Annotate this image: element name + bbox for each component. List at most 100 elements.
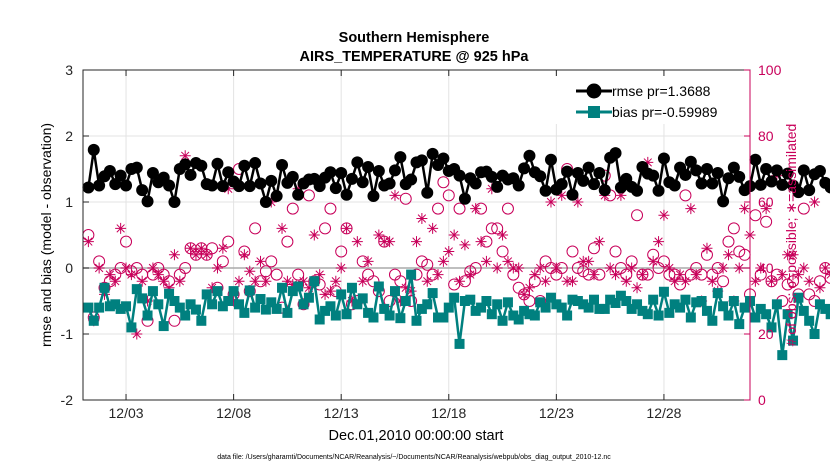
obs-assimilated-point (206, 282, 218, 294)
rmse-point (362, 161, 375, 174)
bias-point (637, 305, 648, 316)
obs-assimilated-point (260, 275, 272, 287)
obs-possible-point (717, 275, 730, 288)
obs-assimilated-point (502, 255, 514, 267)
rmse-point (749, 153, 762, 166)
obs-assimilated-point (448, 229, 460, 241)
rmse-point (657, 152, 670, 165)
chart-subtitle: AIRS_TEMPERATURE @ 925 hPa (299, 49, 529, 65)
rmse-point (238, 159, 251, 172)
series-layer (82, 143, 830, 361)
rmse-point (335, 166, 348, 179)
obs-assimilated-point (787, 249, 799, 261)
y-tick-label: 1 (65, 194, 73, 210)
rmse-point (588, 178, 601, 191)
bias-point (406, 269, 417, 280)
obs-possible-point (302, 189, 315, 202)
bias-point (755, 303, 766, 314)
bias-point (594, 303, 605, 314)
obs-assimilated-point (115, 222, 127, 234)
bias-point (680, 294, 691, 305)
bias-point (196, 315, 207, 326)
y-tick-label: -1 (61, 326, 74, 342)
bias-point (486, 309, 497, 320)
rmse-point (765, 175, 778, 188)
obs-possible-point (566, 245, 579, 258)
rmse-point (792, 186, 805, 199)
bias-point (524, 309, 535, 320)
bias-point (83, 302, 94, 313)
rmse-point (518, 162, 531, 175)
obs-assimilated-point (432, 269, 444, 281)
obs-assimilated-point (335, 262, 347, 274)
bias-point (562, 310, 573, 321)
bias-point (750, 312, 761, 323)
bias-point (239, 307, 250, 318)
obs-possible-point (120, 235, 133, 248)
bias-point (556, 302, 567, 313)
bias-point (691, 297, 702, 308)
rmse-point (426, 147, 439, 160)
obs-assimilated-point (523, 282, 535, 294)
bias-point (185, 299, 196, 310)
bias-point (599, 303, 610, 314)
bias-point (809, 329, 820, 339)
obs-assimilated-point (814, 282, 826, 294)
rmse-point (232, 180, 245, 193)
rmse-point (345, 172, 358, 185)
obs-assimilated-point (163, 282, 175, 294)
bias-point (346, 282, 357, 293)
obs-assimilated-point (674, 269, 686, 281)
bias-point (438, 312, 449, 323)
bias-point (481, 296, 492, 306)
rmse-point (582, 161, 595, 174)
obs-assimilated-point (373, 229, 385, 241)
x-tick-label: 12/28 (646, 405, 681, 421)
rmse-point (286, 170, 299, 183)
bias-point (244, 285, 255, 296)
rmse-point (453, 169, 466, 182)
obs-assimilated-point (631, 282, 643, 294)
bias-point (233, 299, 244, 310)
rmse-point (437, 152, 450, 165)
obs-possible-point (679, 189, 692, 202)
rmse-point (163, 179, 176, 192)
bias-point (325, 301, 336, 312)
bias-point (158, 321, 169, 332)
rmse-point (598, 184, 611, 197)
y-tick-label: 0 (65, 260, 73, 276)
rmse-point (356, 176, 369, 189)
obs-assimilated-point (755, 262, 767, 274)
rmse-point (136, 184, 149, 197)
rmse-point (146, 166, 159, 179)
rmse-point (534, 170, 547, 183)
rmse-point (120, 179, 133, 192)
obs-assimilated-point (314, 269, 326, 281)
bias-point (578, 299, 589, 310)
obs-assimilated-point (497, 229, 509, 241)
rmse-point (222, 166, 235, 179)
obs-possible-point (631, 209, 644, 222)
legend-bias-marker (588, 106, 600, 118)
bias-point (771, 299, 782, 310)
obs-assimilated-point (620, 275, 632, 287)
obs-assimilated-point (152, 269, 164, 281)
obs-assimilated-point (722, 249, 734, 261)
obs-assimilated-point (185, 242, 197, 254)
obs-assimilated-point (131, 328, 143, 340)
legend-rmse-label: rmse pr=1.3688 (612, 83, 711, 99)
bias-point (632, 299, 643, 310)
bias-point (825, 309, 830, 320)
rmse-point (469, 177, 482, 190)
bias-point (104, 301, 115, 312)
obs-assimilated-point (249, 275, 261, 287)
bias-point (513, 314, 524, 325)
obs-assimilated-point (475, 236, 487, 248)
rmse-point (803, 184, 816, 197)
bias-point (728, 296, 739, 306)
obs-possible-point (297, 298, 310, 311)
obs-assimilated-point (534, 262, 546, 274)
rmse-point (415, 154, 428, 167)
obs-possible-point (442, 189, 455, 202)
